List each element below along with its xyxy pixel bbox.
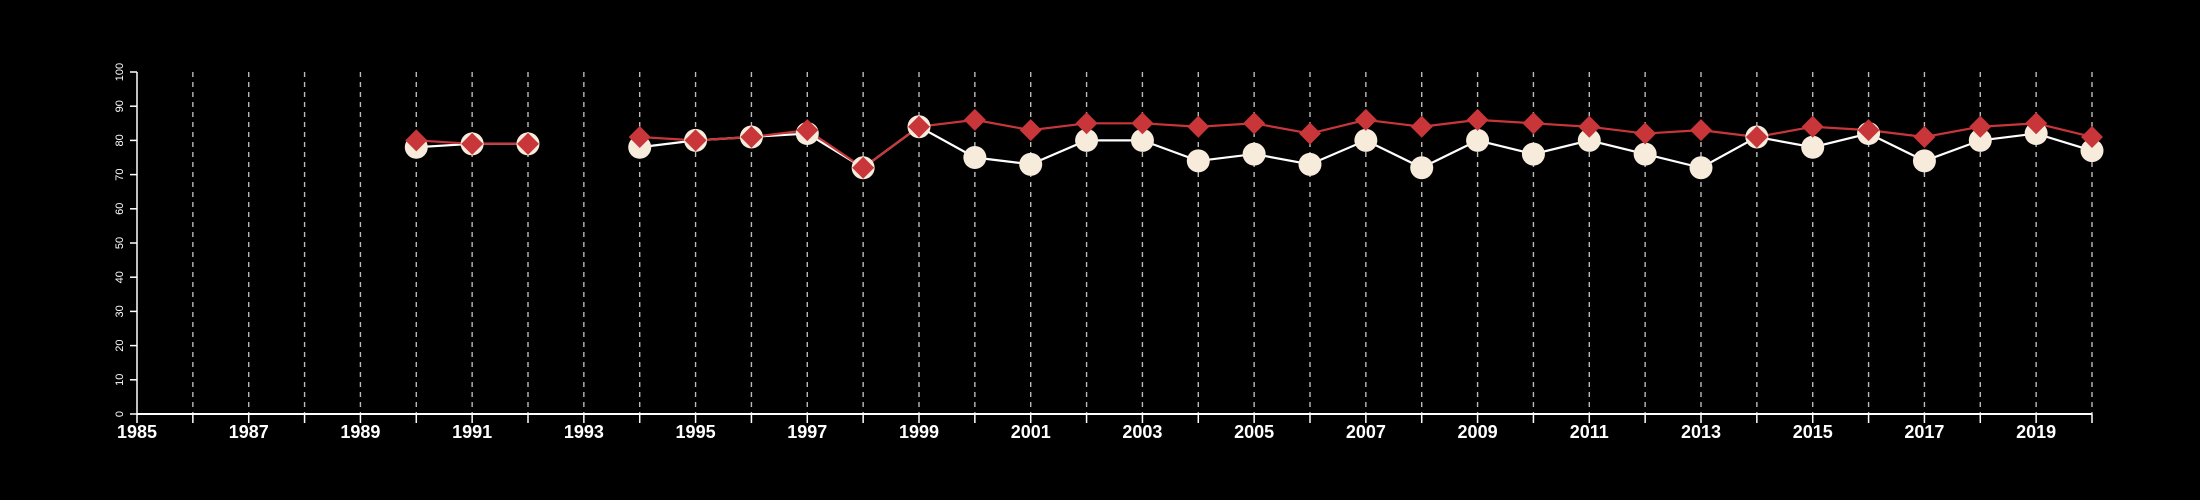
series-1-point [2081, 125, 2103, 148]
x-tick-label: 2001 [1011, 422, 1051, 442]
series-1-point [1690, 119, 1712, 142]
axes: 0 10 20 30 40 50 60 70 80 90 100 1985 1987 1989 1991 19… [114, 63, 2093, 442]
series-0-point [1633, 142, 1657, 166]
x-tick-label: 1991 [452, 422, 492, 442]
x-tick-label: 1985 [117, 422, 157, 442]
series-1-point [1075, 112, 1098, 135]
series-1-point [1299, 122, 1321, 145]
series-1-point [1913, 125, 1936, 148]
series-0-point [1186, 149, 1210, 173]
series-1-point [1857, 119, 1880, 142]
series-0-point [1912, 149, 1936, 173]
series-1-point [1745, 125, 1768, 148]
y-tick-label: 30 [114, 305, 126, 317]
y-tick-label: 90 [114, 100, 126, 112]
x-tick-label: 2013 [1681, 422, 1721, 442]
series-0-point [1410, 156, 1434, 180]
series-0-point [1689, 156, 1713, 180]
x-tick-label: 2009 [1458, 422, 1498, 442]
y-tick-label: 10 [114, 374, 126, 386]
y-tick-label: 80 [114, 134, 126, 146]
series-1-point [628, 125, 651, 148]
series-1-point [1243, 112, 1266, 135]
x-tick-label: 2015 [1793, 422, 1833, 442]
series-0-point [1577, 128, 1601, 152]
series-group [404, 108, 2104, 180]
series-0-point [2080, 139, 2104, 163]
y-tick-label: 70 [114, 168, 126, 180]
series-1-point [1187, 115, 1210, 138]
y-tick-label: 100 [114, 63, 126, 81]
series-1-point [461, 132, 484, 155]
series-1-point [963, 108, 986, 131]
x-tick-label: 2011 [1570, 422, 1609, 442]
series-1-point [1466, 108, 1489, 131]
y-tick-label: 50 [114, 237, 126, 249]
x-tick-label: 2019 [2016, 422, 2056, 442]
series-1-point [1969, 115, 1992, 138]
series-0-point [1298, 152, 1322, 176]
x-tick-label: 1993 [564, 422, 604, 442]
x-tick-label: 2003 [1122, 422, 1162, 442]
series-1-point [1801, 115, 1824, 138]
y-tick-label: 0 [114, 411, 126, 417]
y-tick-label: 60 [114, 203, 126, 215]
series-1-point [852, 156, 875, 179]
series-1-point [1354, 108, 1377, 131]
x-tick-label: 1995 [676, 422, 716, 442]
x-tick-label: 1989 [340, 422, 380, 442]
series-0-point [1968, 128, 1992, 152]
series-0-point [1354, 128, 1378, 152]
series-1-point [1578, 115, 1601, 138]
series-1-point [740, 125, 763, 148]
x-tick-label: 1999 [899, 422, 939, 442]
series-1-point [1410, 115, 1433, 138]
series-1-point [908, 115, 930, 138]
y-tick-label: 20 [114, 339, 126, 351]
series-1-point [796, 119, 819, 142]
series-0-point [1801, 135, 1825, 159]
x-tick-label: 2017 [1904, 422, 1944, 442]
series-1-point [684, 129, 707, 152]
series-0-point [1130, 128, 1154, 152]
series-1-point [2025, 112, 2048, 135]
series-0-point [1466, 128, 1490, 152]
y-tick-label: 40 [114, 271, 126, 283]
x-tick-label: 2005 [1234, 422, 1274, 442]
series-1-point [1131, 112, 1154, 135]
series-1-point [517, 132, 539, 155]
series-1-point [1522, 112, 1545, 135]
series-0-point [1242, 142, 1266, 166]
series-1-point [405, 129, 428, 152]
grid-lines [192, 72, 2093, 414]
series-0-point [1019, 152, 1043, 176]
series-1-point [1634, 122, 1657, 145]
x-tick-label: 1987 [229, 422, 269, 442]
x-tick-label: 2007 [1346, 422, 1386, 442]
series-1-point [1019, 119, 1042, 142]
series-0-point [1521, 142, 1545, 166]
series-0-point [963, 146, 987, 169]
series-0-point [1075, 128, 1099, 152]
x-tick-label: 1997 [787, 422, 827, 442]
